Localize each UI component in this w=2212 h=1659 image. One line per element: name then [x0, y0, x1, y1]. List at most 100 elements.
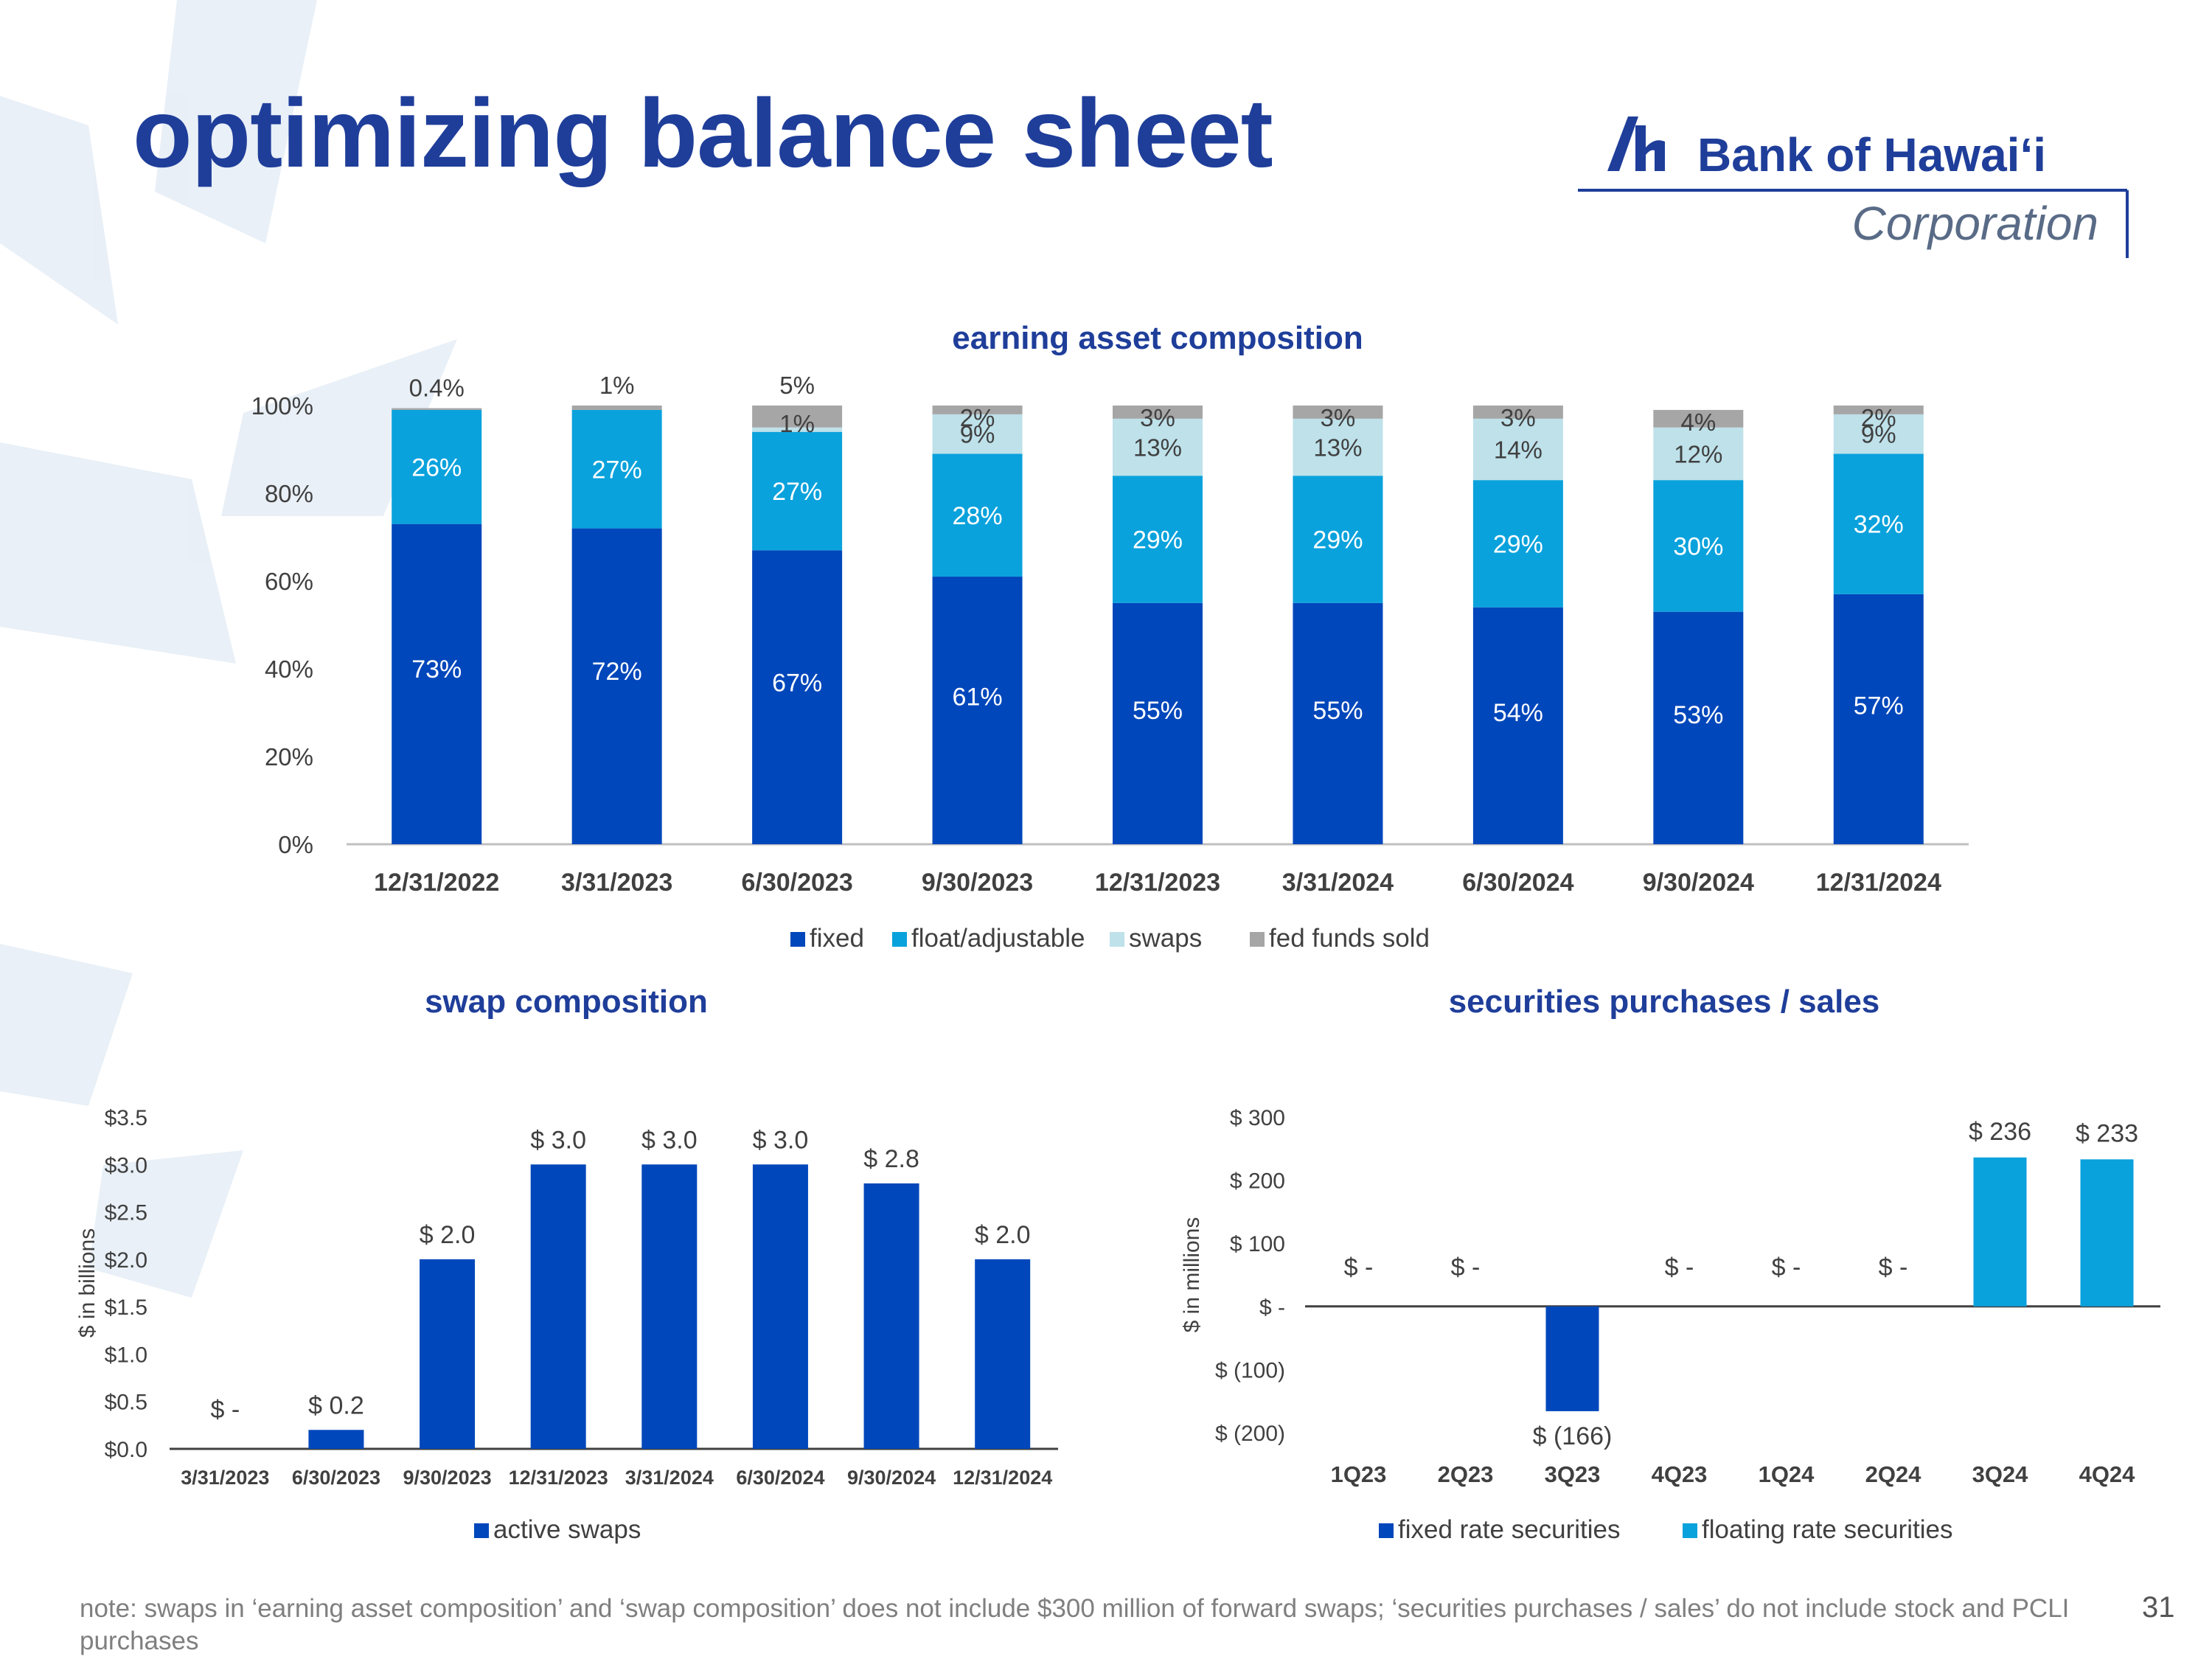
- bar-segment-fed-funds-sold: [392, 408, 482, 410]
- data-label: 72%: [592, 658, 642, 686]
- legend-label: swaps: [1129, 924, 1202, 953]
- data-label: $ -: [1451, 1253, 1481, 1281]
- x-tick-label: 1Q24: [1759, 1461, 1815, 1487]
- y-tick-label: $2.0: [105, 1248, 147, 1273]
- x-tick-label: 6/30/2024: [1462, 869, 1573, 897]
- data-label: 54%: [1493, 699, 1543, 727]
- data-label: $ 0.2: [308, 1391, 364, 1419]
- data-label: 55%: [1133, 697, 1183, 725]
- x-tick-label: 4Q23: [1652, 1461, 1708, 1487]
- bar: [530, 1164, 586, 1449]
- data-label: $ -: [1772, 1253, 1801, 1281]
- x-tick-label: 12/31/2024: [953, 1467, 1052, 1489]
- bar-segment-float-adjustable: [1833, 453, 1924, 594]
- legend-swatch: [790, 932, 805, 947]
- x-tick-label: 12/31/2022: [374, 869, 499, 897]
- x-tick-label: 3Q23: [1545, 1461, 1601, 1487]
- x-tick-label: 9/30/2024: [847, 1467, 936, 1489]
- data-label: 0.4%: [409, 375, 465, 402]
- x-tick-label: 3/31/2024: [625, 1467, 714, 1489]
- bar-segment-swaps: [1653, 427, 1744, 481]
- x-tick-label: 3/31/2024: [1282, 869, 1394, 897]
- y-tick-label: $3.5: [105, 1106, 147, 1130]
- bar-segment-swaps: [1113, 418, 1203, 476]
- data-label: 1%: [599, 372, 635, 399]
- chart-title: earning asset composition: [952, 320, 1363, 356]
- x-tick-label: 3/31/2023: [561, 869, 672, 897]
- data-label: $ 3.0: [641, 1126, 698, 1154]
- y-tick-label: $ 300: [1230, 1106, 1285, 1130]
- data-label: 3%: [1321, 404, 1356, 431]
- logo-subtext: Corporation: [1852, 197, 2098, 250]
- data-label: 2%: [1861, 404, 1896, 431]
- x-tick-label: 9/30/2023: [922, 869, 1033, 897]
- x-tick-label: 3/31/2023: [181, 1467, 269, 1489]
- y-tick-label: 100%: [251, 392, 313, 420]
- bar-segment-fed-funds-sold: [571, 406, 662, 410]
- x-tick-label: 3Q24: [1972, 1461, 2029, 1487]
- bar-floating-rate-securities: [2080, 1159, 2134, 1307]
- bar-segment-float-adjustable: [1113, 476, 1203, 603]
- bar-segment-fixed: [571, 528, 662, 844]
- y-axis-title: $ in millions: [1180, 1217, 1204, 1333]
- data-label: 9%: [960, 421, 995, 448]
- legend-swatch: [892, 932, 907, 947]
- footnote: note: swaps in ‘earning asset compositio…: [80, 1594, 2070, 1655]
- x-tick-label: 2Q23: [1438, 1461, 1494, 1487]
- bar-segment-float-adjustable: [1472, 480, 1563, 608]
- data-label: $ -: [1879, 1253, 1908, 1281]
- x-tick-label: 4Q24: [2079, 1461, 2136, 1487]
- bar-segment-fixed: [1472, 607, 1563, 844]
- y-tick-label: 20%: [265, 743, 313, 771]
- y-tick-label: $3.0: [105, 1153, 147, 1178]
- data-label: 67%: [772, 669, 822, 698]
- data-label: $ 236: [1969, 1118, 2031, 1146]
- page-number: 31: [2142, 1591, 2175, 1624]
- swap-composition-chart: swap composition $0.0 $0.5 $1.0 $1.5 $2.0 $2.5…: [75, 984, 1058, 1544]
- x-tick-label: 6/30/2024: [736, 1467, 824, 1489]
- chart-title: swap composition: [425, 984, 708, 1020]
- y-tick-label: $0.0: [105, 1438, 147, 1462]
- page-title: optimizing balance sheet: [133, 79, 1273, 187]
- x-tick-label: 12/31/2024: [1816, 869, 1941, 897]
- data-label: 13%: [1313, 434, 1362, 462]
- legend-label: fixed: [810, 924, 864, 953]
- legend-label: active swaps: [493, 1515, 641, 1544]
- legend-swatch: [474, 1523, 489, 1538]
- data-label: 14%: [1494, 437, 1543, 464]
- data-label: 1%: [779, 410, 815, 437]
- bar-segment-fed-funds-sold: [932, 406, 1023, 414]
- data-label: 27%: [772, 478, 822, 506]
- y-tick-label: 80%: [265, 480, 313, 507]
- chart-title: securities purchases / sales: [1449, 984, 1880, 1020]
- bar: [863, 1183, 919, 1449]
- bar-segment-fixed: [1293, 602, 1383, 844]
- data-label: 30%: [1673, 532, 1723, 560]
- data-label: $ (166): [1533, 1422, 1613, 1450]
- bar-segment-fixed: [1113, 602, 1203, 844]
- bar-segment-fixed: [1833, 594, 1924, 844]
- bar-segment-fed-funds-sold: [1472, 406, 1563, 419]
- y-tick-label: $2.5: [105, 1201, 147, 1225]
- data-label: 27%: [592, 456, 642, 484]
- data-label: 28%: [953, 502, 1003, 530]
- legend-swatch: [1110, 932, 1124, 947]
- data-label: 9%: [1861, 421, 1896, 448]
- y-tick-label: $1.5: [105, 1295, 147, 1320]
- x-tick-label: 12/31/2023: [509, 1467, 608, 1489]
- bar-segment-swaps: [752, 427, 843, 432]
- data-label: 57%: [1854, 692, 1904, 720]
- legend-label: fixed rate securities: [1398, 1515, 1621, 1544]
- y-tick-label: $ 200: [1230, 1169, 1285, 1194]
- bar-segment-float-adjustable: [1653, 480, 1744, 612]
- data-label: 32%: [1854, 511, 1904, 539]
- bar-segment-fed-funds-sold: [1833, 406, 1924, 414]
- bar-segment-float-adjustable: [392, 409, 482, 524]
- bar-segment-float-adjustable: [752, 431, 843, 551]
- x-tick-label: 9/30/2024: [1643, 869, 1754, 897]
- x-tick-label: 1Q23: [1331, 1461, 1387, 1487]
- bar-segment-fed-funds-sold: [1293, 406, 1383, 419]
- y-tick-label: $ (100): [1215, 1358, 1285, 1382]
